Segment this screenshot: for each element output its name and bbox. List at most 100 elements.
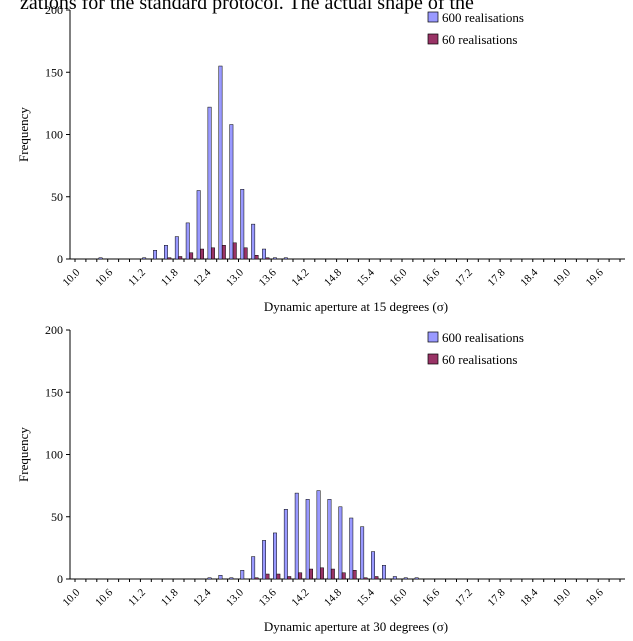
bar-60-realisations	[189, 252, 194, 260]
y-axis-title: Frequency	[16, 107, 31, 162]
bar-60-realisations	[265, 573, 270, 580]
bar-60-realisations	[265, 257, 270, 260]
bar-60-realisations	[232, 242, 237, 260]
histogram-chart-15-degrees: 0 50 100 150 200 10.0 10.6 11.2 11.8 12.4 13.0 13.6…	[16, 3, 625, 314]
y-axis-title: Frequency	[16, 427, 31, 482]
bar-600-realisations	[196, 190, 201, 260]
x-tick-label: 13.6	[257, 266, 279, 288]
x-tick-label: 19.6	[584, 266, 606, 288]
bar-600-realisations	[240, 570, 245, 580]
x-tick-label: 13.0	[224, 586, 246, 608]
legend-swatch-60	[427, 353, 439, 365]
bar-60-realisations	[363, 577, 368, 580]
legend: 600 realisations 60 realisations	[427, 10, 524, 47]
bar-60-realisations	[254, 255, 259, 260]
bar-600-realisations	[294, 492, 299, 580]
bar-600-realisations	[251, 556, 256, 580]
bar-600-realisations	[403, 577, 408, 580]
x-tick-label: 13.0	[224, 266, 246, 288]
y-tick-label: 100	[45, 448, 63, 462]
bar-600-realisations	[414, 577, 419, 580]
x-tick-label: 18.4	[518, 266, 540, 288]
x-tick-label: 12.4	[191, 586, 213, 608]
x-tick-label: 19.0	[551, 586, 573, 608]
bar-60-realisations	[320, 567, 324, 580]
bar-60-realisations	[276, 573, 281, 580]
y-tick-label: 50	[51, 510, 63, 524]
bar-60-realisations	[243, 247, 248, 260]
legend-label-600: 600 realisations	[442, 10, 524, 25]
x-tick-label: 14.8	[322, 586, 344, 608]
x-tick-label: 11.2	[126, 267, 148, 289]
x-tick-label: 10.0	[60, 266, 82, 288]
bar-600-realisations	[98, 257, 103, 260]
x-tick-label: 17.2	[453, 587, 475, 609]
y-tick-label: 200	[45, 3, 63, 17]
x-tick-label: 14.2	[289, 587, 311, 609]
y-tick-label: 100	[45, 128, 63, 142]
bar-600-realisations	[283, 509, 288, 580]
legend-swatch-600	[427, 331, 439, 343]
x-tick-label: 11.8	[159, 266, 181, 288]
bar-600-realisations	[273, 257, 277, 260]
x-tick-label: 12.4	[191, 266, 213, 288]
bar-600-realisations	[360, 526, 365, 580]
y-tick-label: 0	[57, 252, 63, 266]
bar-600-realisations	[262, 540, 267, 580]
bar-600-realisations	[316, 490, 321, 580]
bar-60-realisations	[341, 572, 346, 580]
header-text: zations for the standard protocol. The a…	[20, 0, 474, 14]
bar-600-realisations	[229, 577, 234, 580]
bar-60-realisations	[167, 257, 172, 260]
x-tick-label: 11.2	[126, 587, 148, 609]
bar-600-realisations	[349, 517, 354, 580]
x-tick-label: 10.6	[93, 586, 115, 608]
x-tick-label: 14.2	[289, 267, 311, 289]
bar-60-realisations	[254, 577, 259, 580]
bar-600-realisations	[251, 223, 256, 260]
bar-600-realisations	[382, 565, 386, 580]
x-tick-label: 10.6	[93, 266, 115, 288]
bar-600-realisations	[283, 257, 288, 260]
x-tick-label: 17.8	[486, 586, 508, 608]
x-tick-label: 10.0	[60, 586, 82, 608]
bar-60-realisations	[309, 568, 314, 580]
bar-600-realisations	[305, 499, 310, 580]
bar-60-realisations	[374, 576, 379, 580]
bar-60-realisations	[200, 248, 205, 260]
bar-600-realisations	[240, 189, 245, 260]
bar-600-realisations	[371, 551, 376, 580]
histogram-chart-30-degrees: 0 50 100 150 200 10.0 10.6 11.2 11.8 12.4 13.0 13.6…	[16, 323, 625, 634]
bar-60-realisations	[178, 256, 183, 260]
bar-600-realisations	[185, 222, 190, 260]
bar-600-realisations	[218, 65, 223, 260]
bar-60-realisations	[211, 247, 215, 260]
y-tick-label: 50	[51, 190, 63, 204]
x-tick-label: 18.4	[518, 586, 540, 608]
x-tick-label: 16.0	[387, 586, 409, 608]
bar-600-realisations	[338, 506, 343, 580]
bar-60-realisations	[221, 245, 226, 260]
bar-600-realisations	[174, 236, 179, 260]
x-tick-label: 19.0	[551, 266, 573, 288]
legend-swatch-60	[427, 33, 439, 45]
legend-label-60: 60 realisations	[442, 32, 517, 47]
x-tick-label: 17.8	[486, 266, 508, 288]
y-tick-label: 200	[45, 323, 63, 337]
legend-swatch-600	[427, 11, 439, 23]
bar-600-realisations	[142, 257, 147, 260]
bar-60-realisations	[330, 568, 335, 580]
bar-600-realisations	[392, 576, 397, 580]
bar-600-realisations	[207, 106, 212, 260]
x-tick-label: 16.6	[420, 586, 442, 608]
bar-60-realisations	[287, 576, 292, 580]
bar-600-realisations	[262, 248, 267, 260]
x-tick-label: 14.8	[322, 266, 344, 288]
x-tick-label: 11.8	[159, 586, 181, 608]
legend-label-600: 600 realisations	[442, 330, 524, 345]
legend-label-60: 60 realisations	[442, 352, 517, 367]
x-tick-label: 17.2	[453, 267, 475, 289]
bar-60-realisations	[298, 572, 303, 580]
bar-600-realisations	[164, 245, 168, 260]
x-tick-label: 19.6	[584, 586, 606, 608]
